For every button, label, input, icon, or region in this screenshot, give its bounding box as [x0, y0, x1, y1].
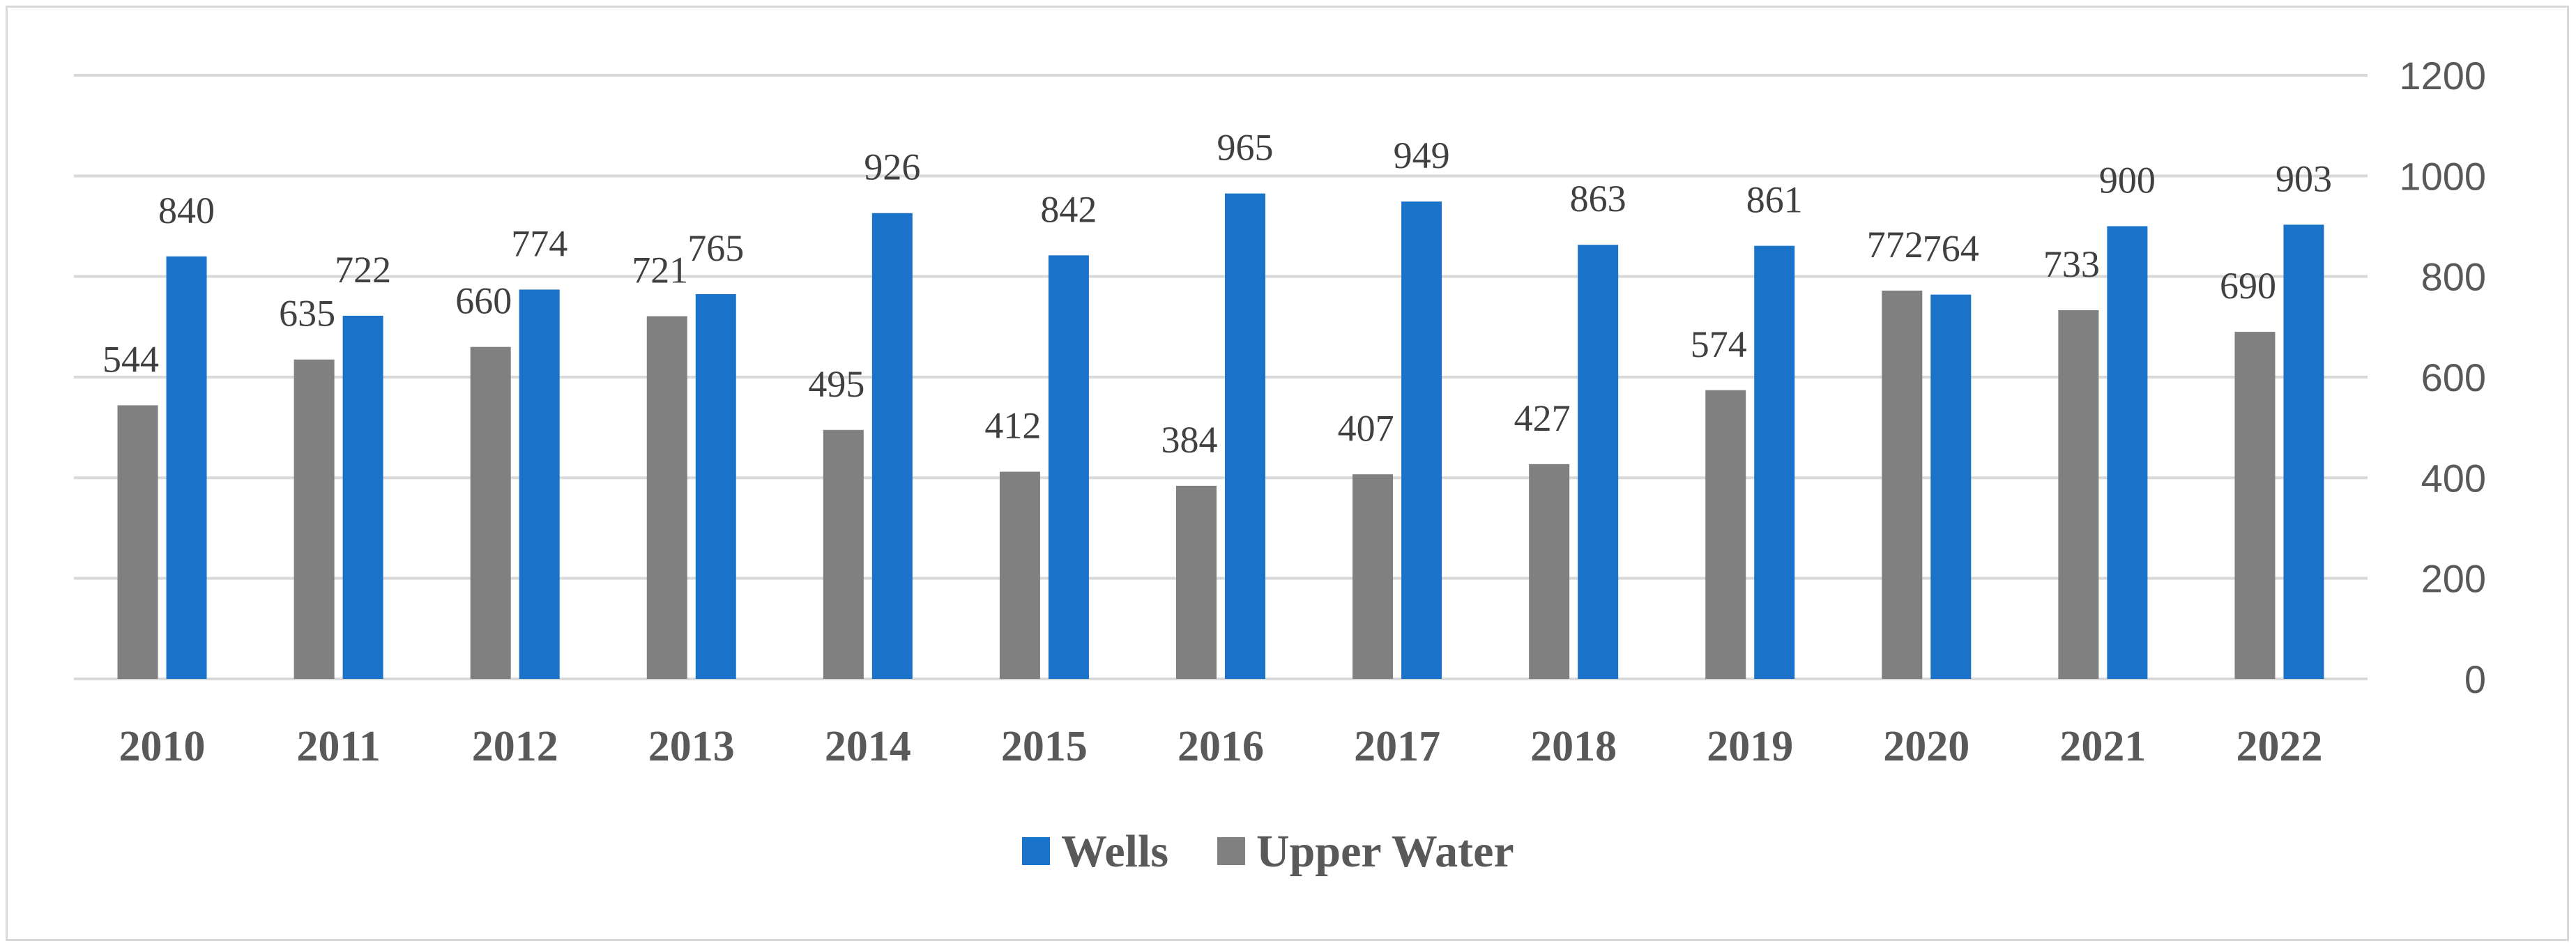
bar-upper-water-2012 — [470, 346, 511, 679]
data-label-upper-water-2017: 407 — [1338, 407, 1394, 449]
data-label-upper-water-2015: 412 — [984, 405, 1041, 447]
y-tick-label-1200: 1200 — [2399, 54, 2486, 98]
data-label-wells-2010: 840 — [158, 190, 215, 231]
bar-wells-2019 — [1754, 245, 1795, 679]
bar-upper-water-2015 — [999, 471, 1040, 679]
chart-frame: 0 200 400 600 800 1000 1200 544 840 2010 635 722 201… — [6, 6, 2569, 941]
legend-label-wells: Wells — [1061, 826, 1168, 877]
data-label-wells-2020: 764 — [1923, 228, 1979, 270]
bar-upper-water-2020 — [1882, 290, 1923, 680]
y-tick-label-0: 0 — [2464, 657, 2486, 701]
data-label-upper-water-2022: 690 — [2220, 265, 2276, 307]
legend-label-upper-water: Upper Water — [1256, 826, 1514, 877]
bar-wells-2015 — [1048, 255, 1089, 679]
bar-wells-2017 — [1401, 201, 1442, 680]
bar-upper-water-2022 — [2234, 332, 2276, 679]
x-tick-label-2016: 2016 — [1178, 723, 1264, 770]
data-label-upper-water-2021: 733 — [2043, 243, 2100, 285]
legend-swatch-wells — [1022, 837, 1050, 865]
y-tick-label-800: 800 — [2421, 255, 2486, 299]
data-label-wells-2018: 863 — [1570, 178, 1626, 220]
data-label-upper-water-2012: 660 — [455, 280, 512, 322]
data-label-upper-water-2016: 384 — [1161, 419, 1218, 461]
data-label-upper-water-2011: 635 — [279, 293, 335, 335]
bar-upper-water-2010 — [117, 405, 158, 679]
x-tick-label-2021: 2021 — [2059, 723, 2146, 770]
bar-upper-water-2011 — [294, 359, 335, 679]
data-label-wells-2021: 900 — [2099, 160, 2156, 201]
x-tick-label-2011: 2011 — [296, 723, 381, 770]
bar-wells-2021 — [2107, 226, 2148, 679]
bar-wells-2011 — [342, 315, 383, 679]
data-label-wells-2014: 926 — [864, 146, 920, 188]
bar-wells-2022 — [2283, 224, 2324, 680]
x-tick-label-2015: 2015 — [1001, 723, 1088, 770]
bar-wells-2010 — [166, 256, 207, 679]
bar-upper-water-2017 — [1352, 474, 1394, 679]
data-label-upper-water-2018: 427 — [1514, 397, 1571, 439]
data-label-wells-2019: 861 — [1746, 179, 1803, 221]
bar-wells-2014 — [871, 213, 913, 679]
bar-wells-2016 — [1225, 193, 1265, 679]
bar-upper-water-2016 — [1176, 485, 1217, 679]
data-label-wells-2011: 722 — [335, 249, 391, 291]
y-tick-label-400: 400 — [2421, 456, 2486, 500]
bar-wells-2018 — [1578, 245, 1619, 679]
data-label-upper-water-2010: 544 — [102, 338, 159, 380]
bar-upper-water-2018 — [1529, 464, 1570, 679]
x-tick-label-2020: 2020 — [1883, 723, 1969, 770]
x-tick-label-2010: 2010 — [119, 723, 206, 770]
x-tick-label-2022: 2022 — [2236, 723, 2322, 770]
x-tick-label-2013: 2013 — [648, 723, 735, 770]
x-tick-label-2014: 2014 — [825, 723, 911, 770]
legend-swatch-upper-water — [1217, 837, 1246, 865]
y-tick-label-600: 600 — [2421, 356, 2486, 399]
y-tick-label-1000: 1000 — [2399, 154, 2486, 198]
data-label-wells-2015: 842 — [1040, 188, 1097, 230]
bar-wells-2012 — [519, 289, 560, 679]
bar-upper-water-2019 — [1705, 390, 1746, 679]
data-label-upper-water-2014: 495 — [808, 363, 864, 405]
data-label-wells-2016: 965 — [1217, 127, 1274, 169]
bar-wells-2013 — [695, 293, 736, 679]
data-label-upper-water-2019: 574 — [1691, 323, 1747, 365]
data-label-wells-2022: 903 — [2276, 158, 2332, 199]
x-tick-label-2019: 2019 — [1707, 723, 1793, 770]
data-label-upper-water-2020: 772 — [1867, 224, 1923, 266]
bar-upper-water-2021 — [2058, 310, 2099, 680]
x-tick-label-2012: 2012 — [472, 723, 558, 770]
x-tick-label-2018: 2018 — [1530, 723, 1617, 770]
data-label-wells-2012: 774 — [511, 222, 567, 264]
bar-upper-water-2013 — [646, 316, 687, 679]
bar-wells-2020 — [1930, 294, 1972, 679]
bar-upper-water-2014 — [823, 429, 864, 679]
data-label-wells-2013: 765 — [687, 227, 744, 269]
data-label-wells-2017: 949 — [1394, 135, 1450, 176]
x-tick-label-2017: 2017 — [1354, 723, 1440, 770]
data-label-upper-water-2013: 721 — [632, 250, 688, 291]
y-tick-label-200: 200 — [2421, 557, 2486, 601]
